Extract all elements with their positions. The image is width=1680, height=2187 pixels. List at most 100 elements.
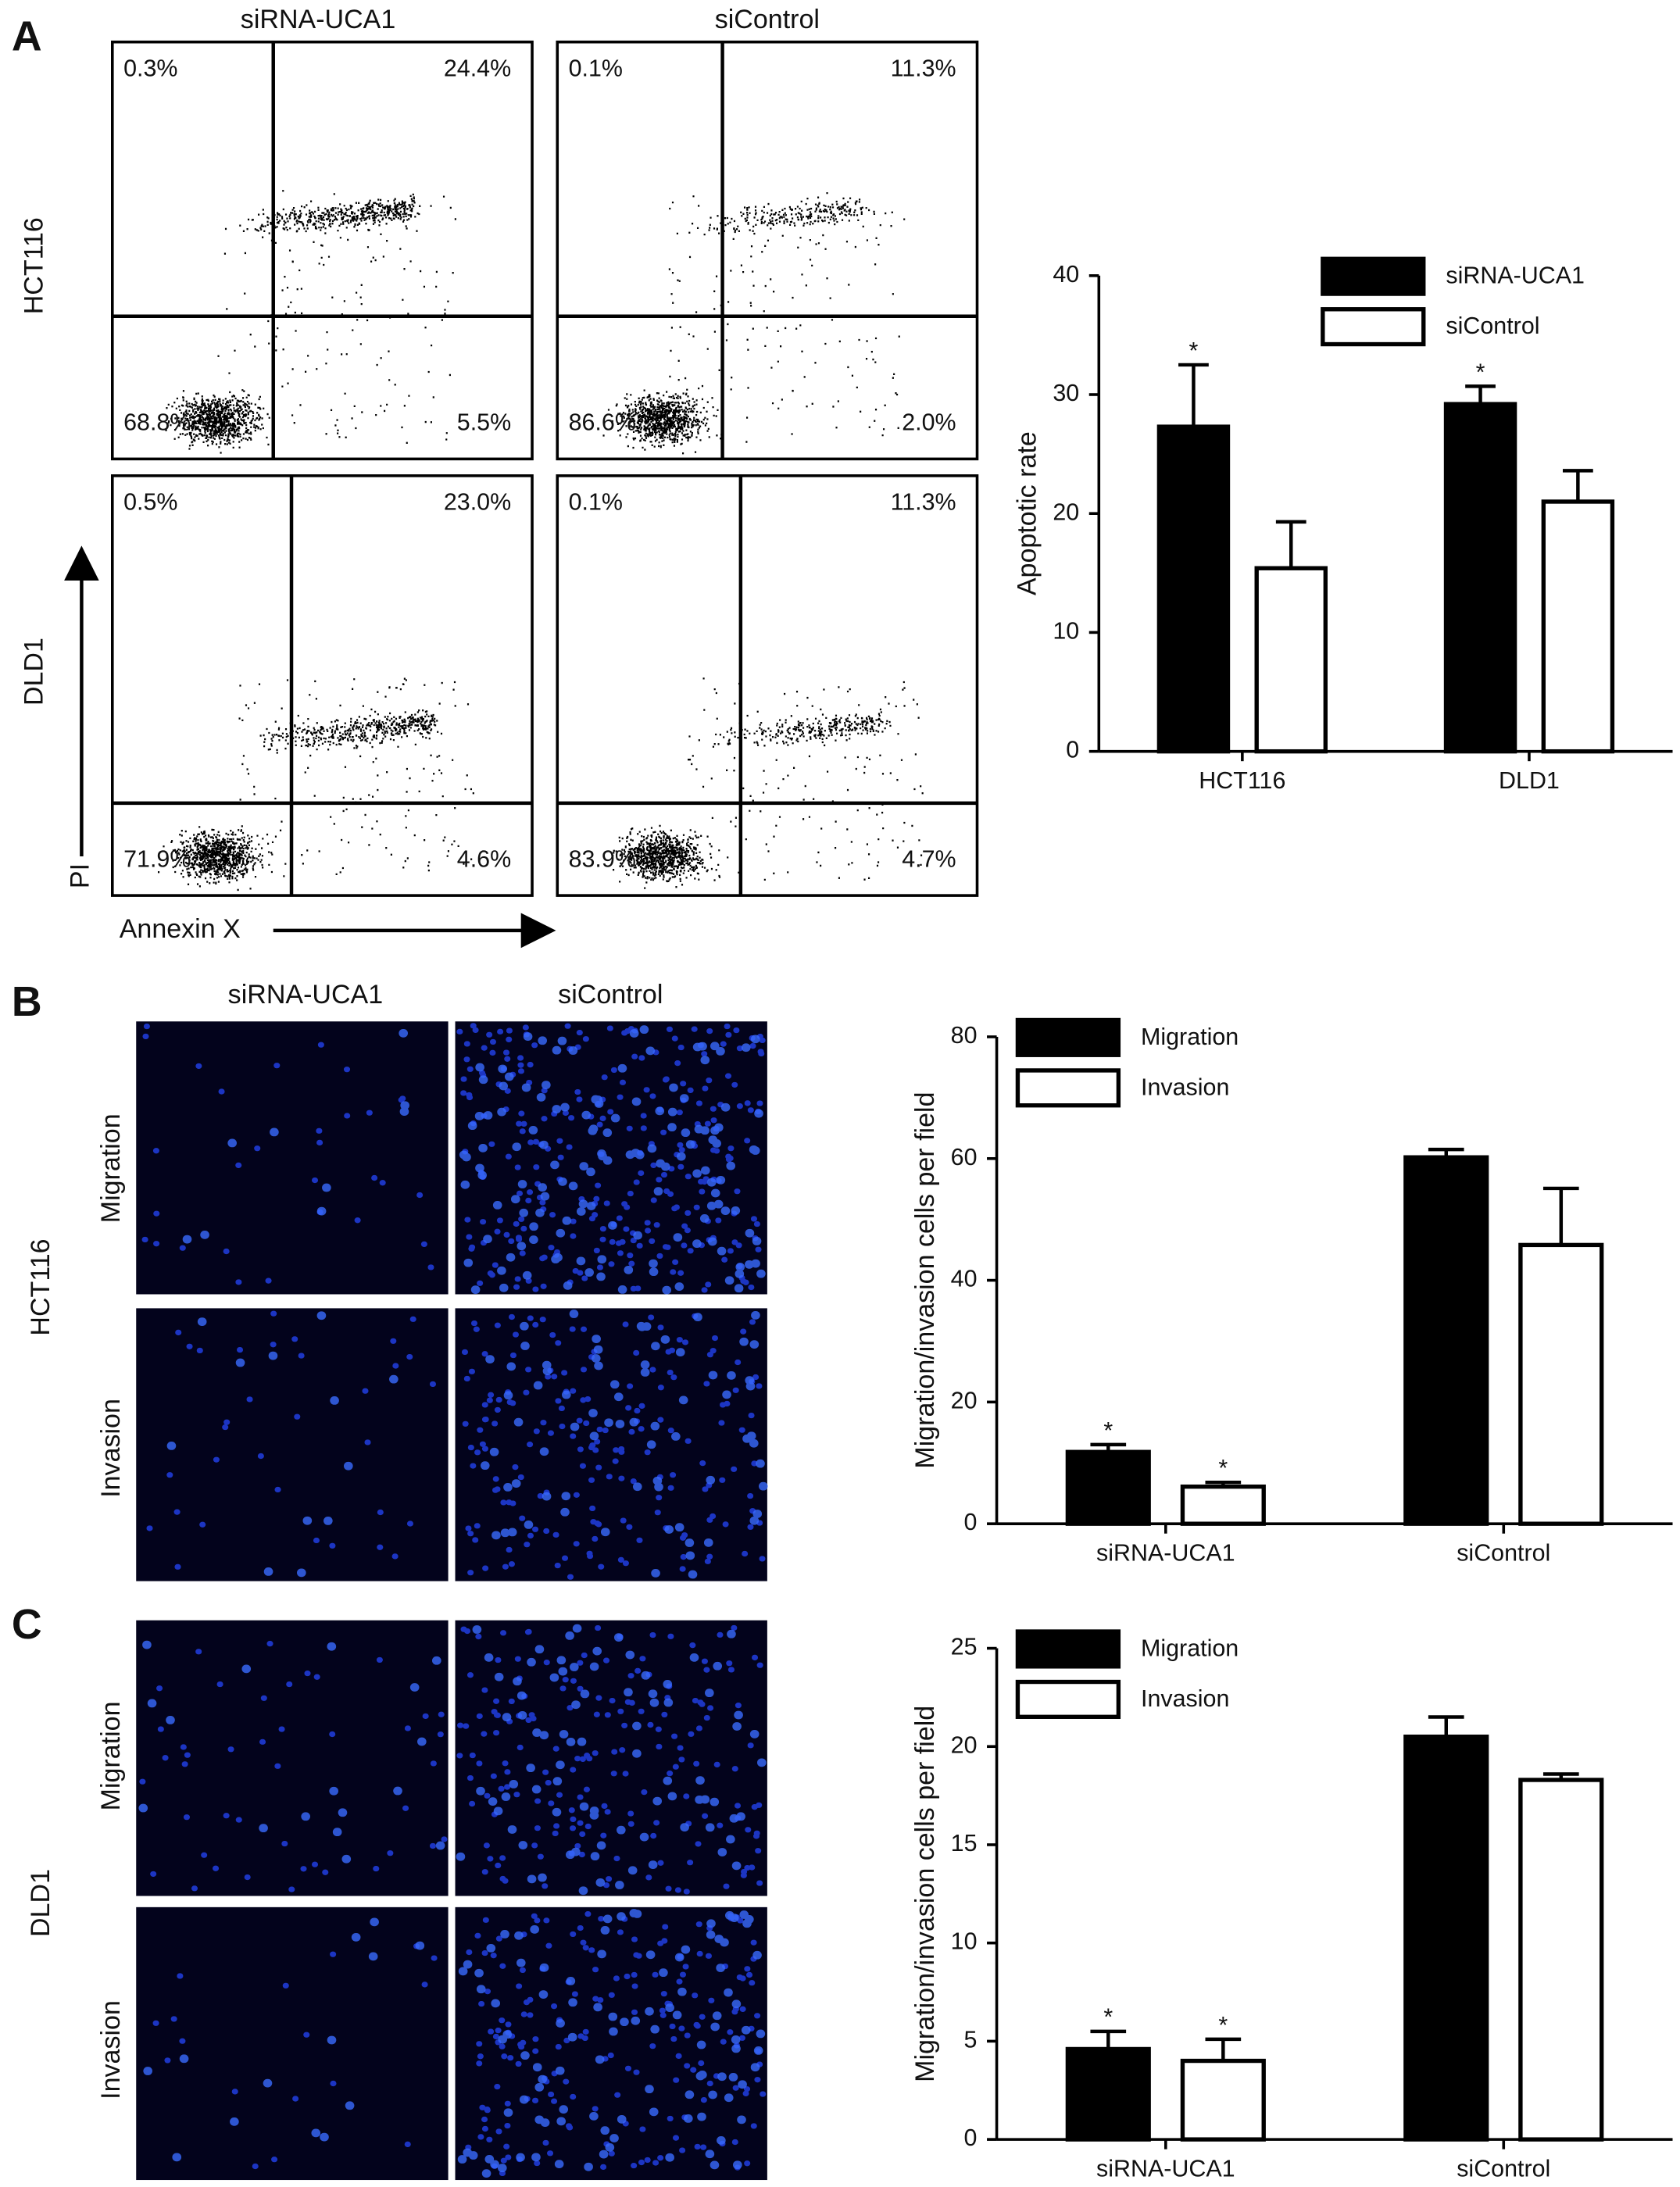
- stained-cells: [459, 1025, 766, 1295]
- y-tick-label: 60: [951, 1144, 978, 1170]
- quadrant-percent: 23.0%: [444, 489, 511, 516]
- image-row-label: Migration: [96, 1701, 126, 1810]
- stained-cells: [182, 1028, 409, 1244]
- legend-swatch: [1015, 1068, 1121, 1108]
- legend-label: Invasion: [1141, 1685, 1229, 1712]
- microscopy-image: [455, 1906, 767, 2181]
- stained-cells: [141, 1023, 434, 1285]
- legend-swatch: [1015, 1017, 1121, 1057]
- quadrant-percent: 2.0%: [902, 409, 956, 436]
- panel-label: A: [12, 13, 42, 59]
- x-tick-label: DLD1: [1499, 767, 1560, 794]
- quadrant-percent: 4.6%: [457, 845, 511, 872]
- stained-cells: [152, 1943, 438, 2170]
- y-tick-label: 25: [951, 1634, 978, 1660]
- stained-cells: [456, 1624, 767, 1896]
- bar: [1518, 1778, 1604, 2142]
- column-header: siControl: [558, 980, 663, 1010]
- panel-label: B: [12, 978, 42, 1025]
- y-tick-label: 0: [964, 1509, 978, 1535]
- y-tick-label: 5: [964, 2026, 978, 2053]
- image-row-label: Invasion: [96, 2000, 126, 2099]
- axis-label: Annexin X: [120, 914, 241, 944]
- stained-cells: [146, 1310, 436, 1570]
- axis-label: PI: [65, 863, 95, 888]
- significance-marker: *: [1218, 1455, 1228, 1481]
- column-header: siRNA-UCA1: [241, 5, 395, 34]
- image-row-label: Migration: [96, 1113, 126, 1223]
- x-tick-label: siControl: [1457, 2156, 1550, 2182]
- y-tick-label: 30: [1053, 380, 1079, 406]
- significance-marker: *: [1476, 359, 1485, 385]
- y-tick-label: 15: [951, 1830, 978, 1856]
- plot-frame: [556, 474, 979, 897]
- bar: [1065, 1449, 1151, 1526]
- quadrant-percent: 0.5%: [123, 489, 177, 516]
- bar: [1403, 1155, 1489, 1526]
- microscopy-image: [136, 1308, 449, 1581]
- stained-cells: [480, 1310, 768, 1579]
- stained-cells: [139, 1641, 448, 1892]
- image-row-label: Invasion: [96, 1399, 126, 1498]
- microscopy-image: [136, 1021, 449, 1295]
- bar: [1254, 566, 1328, 754]
- legend-swatch: [1015, 1679, 1121, 1719]
- stained-cells: [166, 1311, 399, 1578]
- stained-cells: [461, 1313, 766, 1580]
- stained-cells: [457, 1909, 766, 2178]
- y-tick-label: 0: [964, 2124, 978, 2151]
- y-tick-label: 10: [951, 1928, 978, 1955]
- y-axis-label: Migration/invasion cells per field: [910, 1092, 940, 1469]
- legend-swatch: [1321, 307, 1426, 347]
- y-tick-label: 40: [1053, 261, 1079, 288]
- legend-label: Migration: [1141, 1024, 1239, 1050]
- row-label: HCT116: [19, 217, 48, 314]
- column-header: siRNA-UCA1: [228, 980, 383, 1010]
- row-label: DLD1: [19, 638, 48, 706]
- y-tick-label: 20: [1053, 499, 1079, 525]
- stained-cells: [143, 1917, 425, 2162]
- bar: [1443, 402, 1517, 754]
- bar: [1180, 2058, 1266, 2142]
- y-tick-label: 0: [1066, 737, 1079, 763]
- bar: [1541, 499, 1615, 754]
- legend-swatch: [1321, 256, 1426, 296]
- y-tick-label: 40: [951, 1266, 978, 1292]
- column-header: siControl: [715, 5, 820, 34]
- row-label: DLD1: [26, 1869, 55, 1937]
- y-tick-label: 10: [1053, 617, 1079, 644]
- microscopy-image: [455, 1308, 767, 1581]
- quadrant-percent: 5.5%: [457, 409, 511, 436]
- significance-marker: *: [1103, 1417, 1113, 1444]
- plot-frame: [556, 40, 979, 461]
- legend-label: siControl: [1446, 313, 1539, 339]
- event-dots: [165, 190, 456, 454]
- quadrant-percent: 0.3%: [123, 55, 177, 82]
- significance-marker: *: [1103, 2004, 1113, 2031]
- y-tick-label: 20: [951, 1387, 978, 1413]
- quadrant-percent: 0.1%: [569, 489, 623, 516]
- legend-swatch: [1015, 1629, 1121, 1669]
- quadrant-percent: 68.8%: [123, 409, 191, 436]
- quadrant-percent: 86.6%: [569, 409, 636, 436]
- x-tick-label: siRNA-UCA1: [1096, 1540, 1235, 1567]
- event-dots: [602, 191, 906, 455]
- legend-label: siRNA-UCA1: [1446, 263, 1585, 289]
- quadrant-percent: 0.1%: [569, 55, 623, 82]
- bar: [1180, 1484, 1266, 1526]
- legend-label: Invasion: [1141, 1074, 1229, 1100]
- bar: [1156, 424, 1231, 754]
- quadrant-percent: 83.9%: [569, 845, 636, 872]
- y-tick-label: 20: [951, 1731, 978, 1758]
- stained-cells: [138, 1640, 445, 1864]
- quadrant-percent: 4.7%: [902, 845, 956, 872]
- significance-marker: *: [1218, 2012, 1228, 2039]
- y-axis-label: Apoptotic rate: [1013, 431, 1042, 595]
- y-axis-label: Migration/invasion cells per field: [910, 1706, 940, 2082]
- x-tick-label: siControl: [1457, 1540, 1550, 1567]
- quadrant-percent: 11.3%: [891, 489, 956, 516]
- bar: [1065, 2046, 1151, 2142]
- y-tick-label: 80: [951, 1022, 978, 1049]
